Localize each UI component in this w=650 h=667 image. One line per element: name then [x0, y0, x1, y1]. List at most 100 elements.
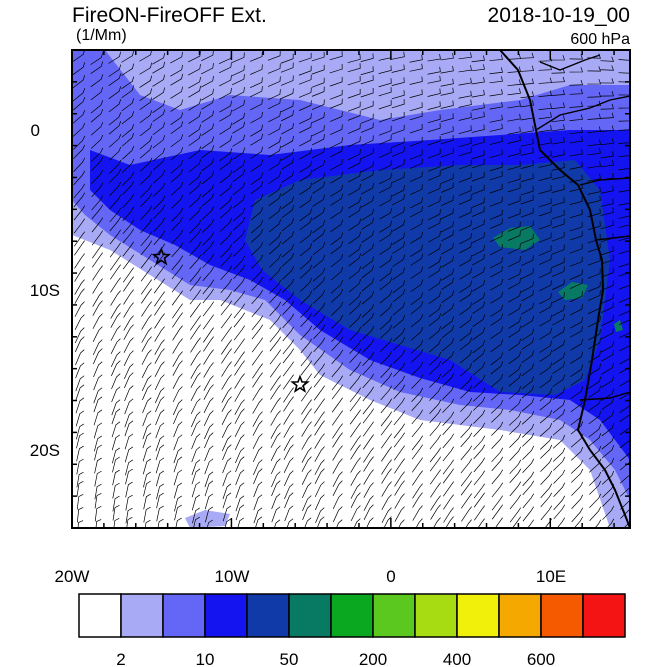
wind-barb: [76, 445, 84, 462]
wind-barb: [361, 208, 374, 221]
wind-barb: [191, 459, 201, 476]
wind-barb: [551, 184, 565, 193]
wind-barb: [551, 257, 565, 268]
wind-barb: [122, 254, 134, 270]
wind-barb: [441, 350, 455, 365]
wind-barb: [409, 102, 423, 112]
wind-barb: [348, 183, 361, 196]
wind-barb: [286, 518, 294, 528]
wind-barb: [348, 266, 362, 280]
wind-barb: [141, 327, 152, 343]
wind-barb: [123, 363, 134, 380]
wind-barb: [269, 362, 281, 378]
wind-barb: [409, 149, 423, 160]
pressure-level-label: 600 hPa: [570, 31, 630, 48]
wind-barb: [269, 327, 282, 343]
wind-barb: [281, 148, 294, 161]
wind-barb: [201, 205, 215, 220]
wind-barb: [459, 267, 472, 280]
wind-barb: [458, 125, 472, 135]
wind-barb: [95, 519, 102, 528]
wind-barb: [361, 303, 375, 318]
wind-barb: [588, 385, 602, 398]
wind-barb: [441, 325, 455, 339]
wind-barb: [268, 158, 282, 171]
wind-barb: [472, 245, 485, 257]
wind-barb: [76, 423, 85, 440]
wind-barb: [250, 228, 264, 243]
wind-barb: [473, 483, 486, 499]
wind-barb: [333, 506, 343, 523]
wind-barb: [393, 362, 406, 377]
wind-barb: [442, 481, 454, 497]
wind-barb: [491, 504, 503, 520]
wind-barb: [459, 254, 472, 267]
wind-barb: [191, 494, 201, 511]
wind-barb: [189, 228, 202, 243]
wind-barb: [587, 290, 601, 301]
wind-barb: [348, 244, 362, 258]
wind-barb: [171, 255, 184, 271]
wind-barb: [221, 374, 232, 390]
wind-barb: [553, 469, 566, 484]
wind-barb: [140, 240, 153, 256]
wind-barb: [191, 420, 201, 437]
wind-barb: [508, 373, 522, 387]
wind-barb: [90, 121, 104, 136]
wind-barb: [458, 52, 472, 60]
wind-barb: [192, 507, 200, 524]
wind-barb: [267, 50, 281, 61]
wind-barb: [507, 208, 521, 219]
wind-barb: [348, 196, 361, 209]
wind-barb: [142, 445, 152, 462]
wind-barb: [551, 149, 565, 158]
wind-barb: [520, 78, 534, 85]
wind-barb: [410, 339, 424, 354]
wind-barb: [153, 217, 166, 233]
wind-barb: [332, 493, 343, 510]
wind-barb: [409, 123, 423, 134]
wind-barb: [458, 207, 472, 218]
wind-barb: [269, 301, 282, 317]
wind-barb: [520, 65, 534, 72]
wind-barb: [361, 312, 375, 327]
wind-barb: [271, 493, 281, 510]
wind-barb: [142, 384, 152, 401]
y-tick-label-20s: 20S: [30, 441, 60, 460]
wind-barb: [618, 224, 630, 228]
wind-barb: [234, 360, 245, 376]
wind-barb: [569, 161, 583, 170]
wind-barb: [507, 148, 521, 157]
wind-barb: [362, 386, 375, 402]
wind-barb: [108, 121, 122, 135]
wind-barb: [440, 182, 454, 193]
wind-barb: [569, 278, 583, 289]
wind-barb: [489, 218, 503, 229]
wind-barb: [411, 444, 424, 460]
wind-barb: [361, 161, 374, 173]
wind-barb: [588, 328, 601, 341]
wind-barb: [569, 291, 583, 303]
wind-barb: [110, 277, 121, 293]
wind-barb: [283, 422, 294, 438]
wind-barb: [508, 351, 522, 365]
wind-barb: [141, 288, 152, 304]
wind-barb: [121, 111, 135, 125]
wind-barb: [312, 276, 326, 291]
wind-barb: [472, 362, 486, 376]
wind-barb: [411, 457, 423, 473]
wind-barb: [569, 269, 583, 280]
wind-barb: [507, 230, 521, 241]
wind-barb: [153, 204, 166, 219]
wind-barb: [300, 351, 313, 367]
wind-barb: [394, 493, 405, 509]
wind-barb: [222, 435, 232, 452]
wind-barb: [538, 254, 552, 265]
wind-barb: [204, 493, 214, 510]
colorbar-label-200: 200: [359, 650, 387, 667]
wind-barb: [250, 124, 263, 137]
wind-barb: [139, 75, 153, 88]
wind-barb: [553, 482, 566, 498]
wind-barb: [110, 312, 121, 328]
wind-barb: [188, 63, 201, 76]
